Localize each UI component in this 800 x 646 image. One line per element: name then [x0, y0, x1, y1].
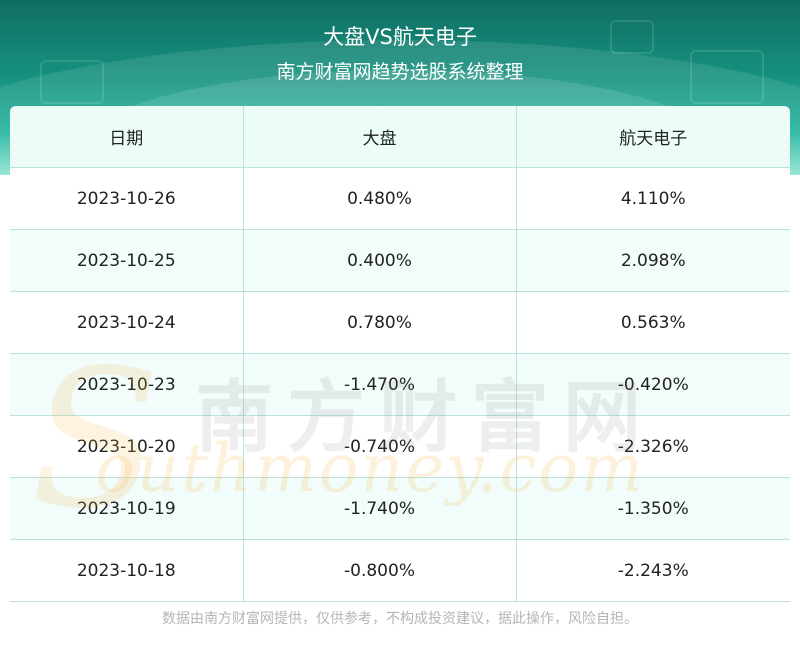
page-subtitle: 南方财富网趋势选股系统整理: [276, 61, 524, 83]
banner-chart-decoration: [610, 20, 654, 54]
stock-change-cell: -2.326%: [516, 415, 790, 478]
table-row: 2023-10-24 0.780% 0.563%: [10, 291, 790, 354]
table-row: 2023-10-26 0.480% 4.110%: [10, 167, 790, 230]
date-cell: 2023-10-26: [10, 167, 244, 230]
column-header-stock: 航天电子: [516, 106, 790, 168]
table-row: 2023-10-23 -1.470% -0.420%: [10, 353, 790, 416]
column-header-date: 日期: [10, 106, 244, 168]
data-table-card: 日期 大盘 航天电子 2023-10-26 0.480% 4.110% 2023…: [10, 106, 790, 602]
banner-chart-decoration: [690, 50, 764, 104]
table-header-row: 日期 大盘 航天电子: [10, 106, 790, 168]
stock-change-cell: -0.420%: [516, 353, 790, 416]
stock-change-cell: -1.350%: [516, 477, 790, 540]
page-title: 大盘VS航天电子: [323, 25, 477, 49]
date-cell: 2023-10-25: [10, 229, 244, 292]
column-header-market: 大盘: [243, 106, 517, 168]
banner-chart-decoration: [40, 60, 104, 104]
table-row: 2023-10-20 -0.740% -2.326%: [10, 415, 790, 478]
date-cell: 2023-10-19: [10, 477, 244, 540]
date-cell: 2023-10-20: [10, 415, 244, 478]
market-change-cell: -1.740%: [243, 477, 517, 540]
stock-change-cell: 0.563%: [516, 291, 790, 354]
table-row: 2023-10-18 -0.800% -2.243%: [10, 539, 790, 602]
stock-change-cell: 4.110%: [516, 167, 790, 230]
date-cell: 2023-10-18: [10, 539, 244, 602]
footer-disclaimer: 数据由南方财富网提供，仅供参考，不构成投资建议，据此操作，风险自担。: [162, 611, 638, 627]
comparison-table: 日期 大盘 航天电子 2023-10-26 0.480% 4.110% 2023…: [10, 106, 790, 602]
table-row: 2023-10-19 -1.740% -1.350%: [10, 477, 790, 540]
stock-change-cell: -2.243%: [516, 539, 790, 602]
market-change-cell: 0.780%: [243, 291, 517, 354]
market-change-cell: -0.800%: [243, 539, 517, 602]
market-change-cell: -1.470%: [243, 353, 517, 416]
market-change-cell: 0.480%: [243, 167, 517, 230]
market-change-cell: 0.400%: [243, 229, 517, 292]
market-change-cell: -0.740%: [243, 415, 517, 478]
date-cell: 2023-10-23: [10, 353, 244, 416]
stock-change-cell: 2.098%: [516, 229, 790, 292]
date-cell: 2023-10-24: [10, 291, 244, 354]
table-row: 2023-10-25 0.400% 2.098%: [10, 229, 790, 292]
